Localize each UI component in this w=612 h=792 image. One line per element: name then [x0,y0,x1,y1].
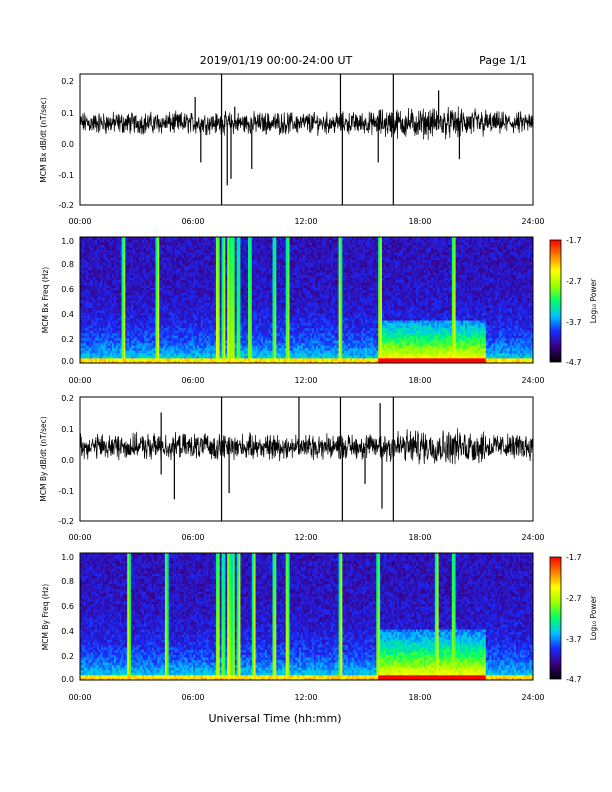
y-tick-label: 0.0 [61,140,74,149]
y-tick-label: 0.1 [61,109,74,118]
bx-spectrogram-panel: MCM Bx Freq (Hz) 1.0 0.8 0.6 0.4 0.2 0.0… [41,236,598,385]
x-tick-label: 00:00 [68,217,91,226]
bx-timeseries-frame [80,74,533,205]
bx-timeseries-xticks: 00:00 06:00 12:00 18:00 24:00 [68,217,544,226]
bx-timeseries-ylabel: MCM Bx dB/dt (nT/sec) [39,97,48,182]
y-tick-label: -0.2 [58,201,74,210]
y-tick-label: -0.1 [58,171,74,180]
bx-timeseries-yticks: 0.2 0.1 0.0 -0.1 -0.2 [58,77,74,210]
y-tick-label: 0.2 [61,77,74,86]
x-tick-label: 24:00 [521,217,544,226]
header-page: Page 1/1 [479,54,527,67]
x-tick-label: 18:00 [408,217,431,226]
series-line [80,106,533,140]
x-tick-label: 06:00 [181,217,204,226]
header-date-range: 2019/01/19 00:00-24:00 UT [200,54,353,67]
bx-trace [80,74,533,205]
bx-spectrogram-cells [80,237,533,363]
bx-timeseries-panel: MCM Bx dB/dt (nT/sec) 0.2 0.1 0.0 -0.1 -… [39,74,545,226]
x-tick-label: 12:00 [294,217,317,226]
